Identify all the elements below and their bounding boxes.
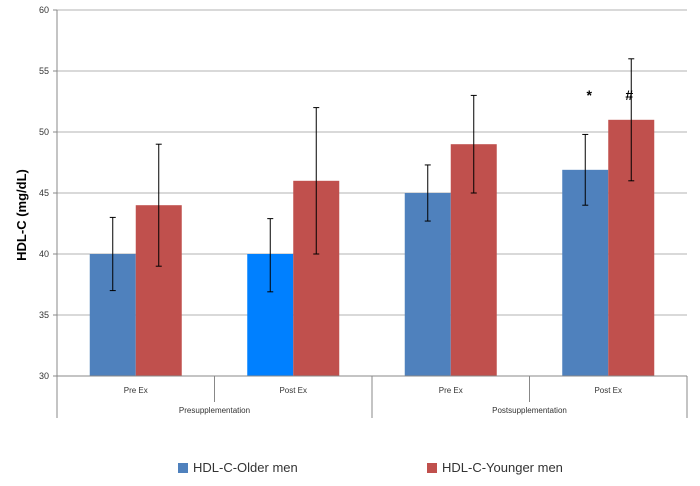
x-axis: Pre Ex Post Ex Pre Ex Post Ex Presupplementa… (56, 10, 688, 418)
legend-swatch-younger (427, 462, 437, 473)
y-tick-label: 60 (39, 5, 49, 15)
x-tick-label: Pre Ex (439, 386, 463, 395)
x-tick-label: Post Ex (279, 386, 307, 395)
y-tick-label: 55 (39, 66, 49, 76)
y-axis-label: HDL-C (mg/dL) (14, 169, 29, 261)
group-label: Presupplementation (179, 406, 250, 415)
bar (404, 193, 451, 376)
legend: HDL-C-Older men HDL-C-Younger men (0, 460, 700, 480)
annotations: * # (587, 87, 634, 103)
significance-marker: # (625, 87, 633, 103)
bars (89, 119, 655, 377)
x-tick-label: Post Ex (594, 386, 622, 395)
group-label: Postsupplementation (492, 406, 567, 415)
y-tick-label: 35 (39, 310, 49, 320)
legend-label-younger: HDL-C-Younger men (442, 460, 563, 475)
y-axis-ticks: 30 35 40 45 50 55 60 (39, 5, 57, 381)
significance-marker: * (587, 87, 593, 103)
legend-item-older: HDL-C-Older men (178, 460, 298, 475)
legend-item-younger: HDL-C-Younger men (427, 460, 563, 475)
legend-swatch-older (178, 462, 188, 473)
x-tick-label: Pre Ex (124, 386, 148, 395)
legend-label-older: HDL-C-Older men (193, 460, 298, 475)
y-tick-label: 40 (39, 249, 49, 259)
y-tick-label: 45 (39, 188, 49, 198)
y-tick-label: 30 (39, 371, 49, 381)
y-tick-label: 50 (39, 127, 49, 137)
error-bars (109, 58, 635, 293)
